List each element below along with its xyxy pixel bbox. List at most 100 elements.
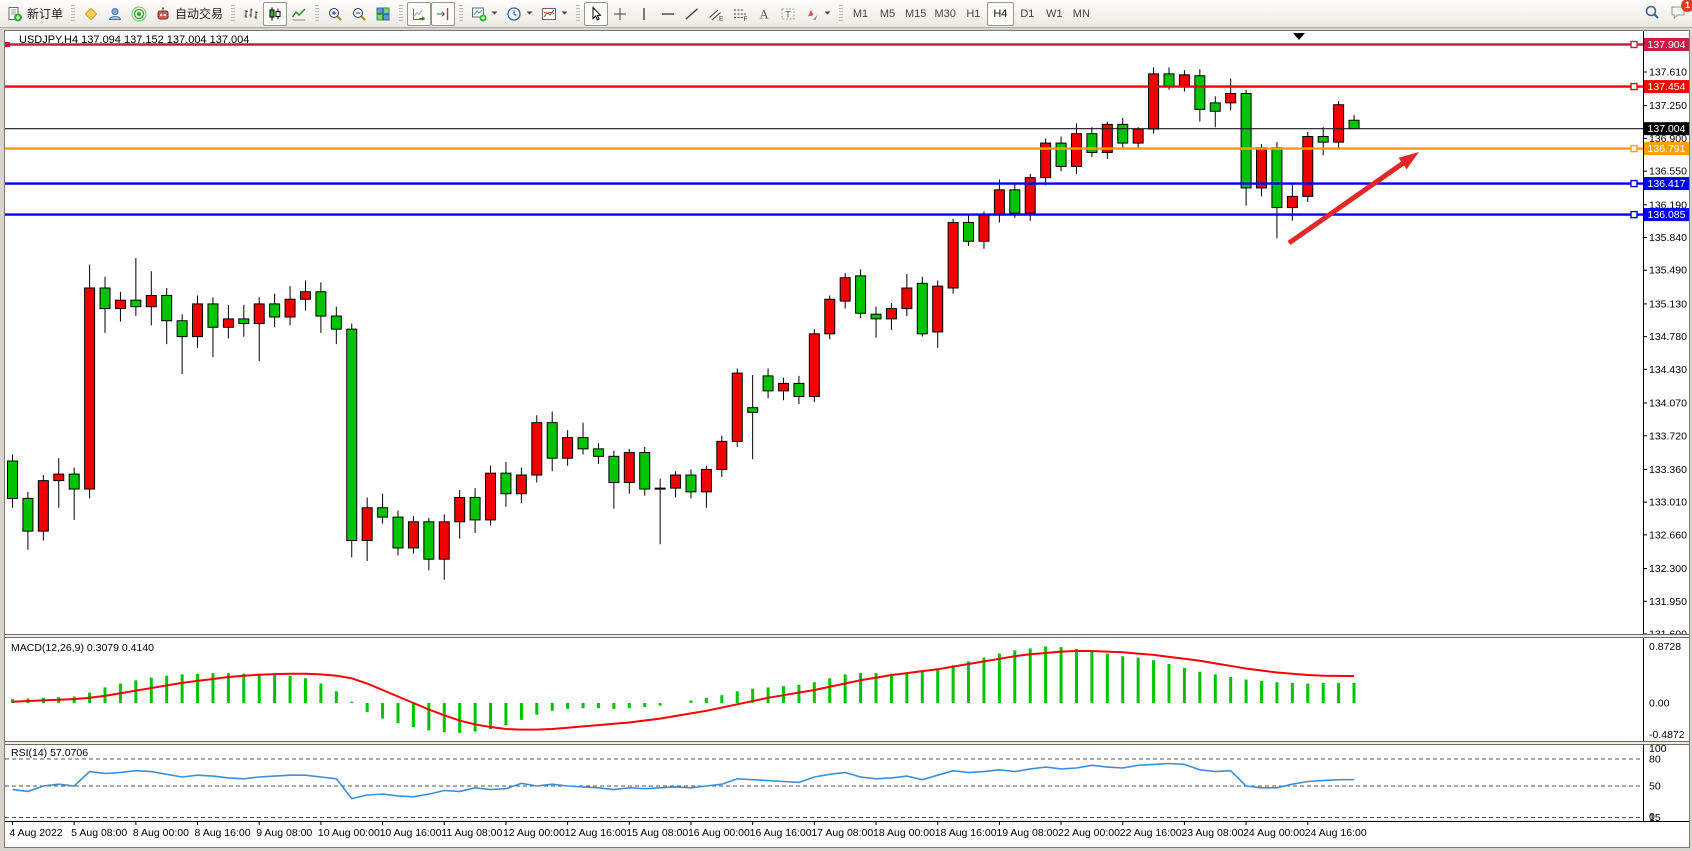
candle-body: [222, 318, 234, 328]
zoom-in-button[interactable]: [323, 2, 347, 26]
market-button[interactable]: [79, 2, 103, 26]
price-tick-label: 136.900: [1649, 133, 1687, 145]
equidistant-channel-button[interactable]: E: [704, 2, 728, 26]
vertical-line-button[interactable]: [632, 2, 656, 26]
timeframe-m15-button[interactable]: M15: [901, 2, 930, 26]
toolbar-group: [395, 0, 456, 28]
candle-body: [870, 313, 882, 320]
line-chart-button[interactable]: [287, 2, 311, 26]
candle-body: [1024, 177, 1036, 214]
notifications-button[interactable]: 1: [1670, 0, 1692, 25]
price-axis[interactable]: 137.610137.250136.900136.550136.190135.8…: [1643, 31, 1689, 821]
toolbar-grip: [71, 4, 76, 23]
time-axis[interactable]: 4 Aug 2022 5 Aug 08:00 8 Aug 00:00 8 Aug 16…: [5, 821, 1689, 839]
annotations-layer[interactable]: USDJPY,H4 137.094 137.152 137.004 137.00…: [19, 33, 1419, 246]
candle-body: [916, 282, 928, 335]
zoom-out-button[interactable]: [347, 2, 371, 26]
candle-body: [515, 474, 527, 495]
trendline-button[interactable]: [680, 2, 704, 26]
text-label-button[interactable]: T: [776, 2, 800, 26]
price-tick-label: 134.780: [1649, 331, 1687, 343]
candle-body: [346, 328, 358, 541]
timeframe-m5-button[interactable]: M5: [874, 2, 901, 26]
labelT-icon: T: [780, 6, 796, 22]
price-line-badge-text: 136.791: [1648, 143, 1686, 155]
timeframe-m1-button[interactable]: M1: [847, 2, 874, 26]
new-chart-button[interactable]: [467, 2, 502, 26]
timeframe-h1-button[interactable]: H1: [960, 2, 987, 26]
price-tick-label: 132.300: [1649, 563, 1687, 575]
macd-pane[interactable]: MACD(12,26,9) 0.3079 0.4140 0.8728 0.00 -0.…: [11, 641, 1685, 741]
toolbar-grip: [839, 4, 844, 23]
text-button[interactable]: A: [752, 2, 776, 26]
macd-signal-line: [12, 650, 1355, 731]
candle-body: [639, 452, 651, 490]
fibonacci-button[interactable]: F: [728, 2, 752, 26]
signals-button[interactable]: [127, 2, 151, 26]
timeframe-m30-button[interactable]: M30: [930, 2, 959, 26]
toolbar-group: [455, 0, 572, 28]
toolbar-group: 新订单: [3, 0, 67, 28]
time-tick-label: 22 Aug 16:00: [1120, 827, 1182, 839]
chart-shift-button[interactable]: [431, 1, 456, 26]
chart-plot[interactable]: 137.610137.250136.900136.550136.190135.8…: [5, 31, 1689, 847]
cursor-button[interactable]: [584, 1, 609, 26]
timeframe-group: M1 M5 M15 M30 H1 H4 D1 W1 MN: [835, 0, 1095, 28]
periods-button[interactable]: [502, 2, 537, 26]
trend-arrow-shaft[interactable]: [1287, 161, 1405, 246]
candle-body: [284, 298, 296, 318]
tile-icon: [375, 6, 391, 22]
candle-body: [1163, 73, 1175, 87]
hline-left-handle[interactable]: [5, 42, 10, 48]
pane-divider[interactable]: [5, 634, 1689, 638]
candle-body: [685, 474, 697, 493]
time-tick-label: 5 Aug 08:00: [71, 827, 127, 839]
time-tick-label: 24 Aug 00:00: [1243, 827, 1305, 839]
notification-badge: 1: [1681, 0, 1692, 12]
auto-scroll-button[interactable]: [407, 1, 432, 26]
rsi-line: [12, 762, 1355, 800]
timeframe-w1-button[interactable]: W1: [1041, 2, 1068, 26]
candlestick-chart-button[interactable]: [263, 1, 288, 26]
horizontal-line-button[interactable]: [656, 2, 680, 26]
auto-trading-button[interactable]: 自动交易: [151, 2, 227, 26]
candle-body: [485, 472, 497, 521]
time-tick-label: 16 Aug 00:00: [688, 827, 750, 839]
arrows-button[interactable]: [800, 2, 835, 26]
hline-handle[interactable]: [1630, 40, 1638, 49]
time-tick-label: 8 Aug 00:00: [133, 827, 189, 839]
crosshair-button[interactable]: [608, 2, 632, 26]
candle-body: [22, 497, 34, 532]
auto-trading-button-label: 自动交易: [175, 7, 224, 21]
new-order-button[interactable]: 新订单: [3, 2, 67, 26]
pane-divider[interactable]: [5, 741, 1689, 745]
candle-body: [53, 473, 65, 482]
hline-handle[interactable]: [1630, 144, 1638, 153]
hline-handle[interactable]: [1630, 82, 1638, 91]
toolbar-group: 自动交易: [67, 0, 227, 28]
timeframe-h4-button[interactable]: H4: [986, 1, 1014, 26]
trend-icon: [684, 6, 700, 22]
search-icon[interactable]: [1644, 4, 1660, 25]
chevron-down-icon: [824, 11, 831, 16]
candle-body: [932, 285, 944, 333]
rsi-scale-80: 80: [1649, 754, 1661, 766]
timeframe-mn-button[interactable]: MN: [1068, 2, 1095, 26]
chart-window[interactable]: 137.610 137.250 136.900 136.550 136.190 135.8…: [4, 30, 1690, 848]
candle-body: [700, 468, 712, 493]
candle-body: [1117, 123, 1129, 144]
community-button[interactable]: [103, 2, 127, 26]
candle-body: [469, 496, 481, 521]
templates-button[interactable]: [537, 2, 572, 26]
horizontal-lines-layer[interactable]: [5, 40, 1643, 219]
bar-chart-button[interactable]: [239, 2, 263, 26]
candle-body: [68, 473, 80, 490]
price-tick-label: 132.660: [1649, 529, 1687, 541]
tile-windows-button[interactable]: [371, 2, 395, 26]
hline-handle[interactable]: [1630, 210, 1638, 219]
timeframe-d1-button[interactable]: D1: [1014, 2, 1041, 26]
hline-handle[interactable]: [1630, 179, 1638, 188]
candle-body: [747, 407, 759, 413]
trend-arrow-head[interactable]: [1398, 152, 1419, 170]
